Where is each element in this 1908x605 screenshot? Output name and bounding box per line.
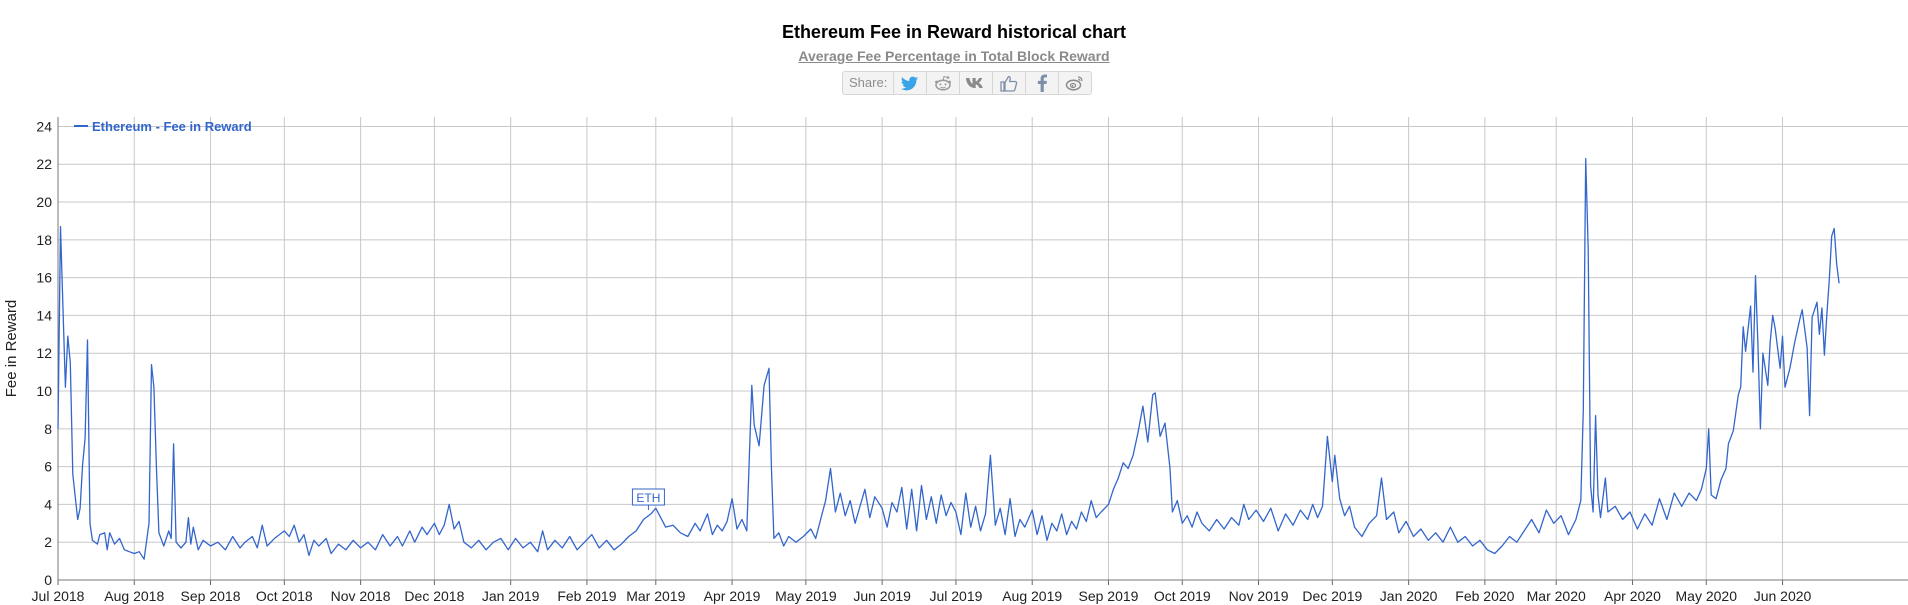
x-tick-label: Mar 2019 xyxy=(626,588,685,604)
x-tick-label: Apr 2020 xyxy=(1604,588,1661,604)
x-tick-label: Apr 2019 xyxy=(704,588,761,604)
x-tick-label: Sep 2019 xyxy=(1078,588,1138,604)
x-tick-label: Jul 2019 xyxy=(929,588,982,604)
reddit-icon[interactable] xyxy=(927,72,961,94)
like-icon[interactable] xyxy=(993,72,1027,94)
y-tick-label: 22 xyxy=(36,156,52,172)
y-tick-label: 2 xyxy=(44,534,52,550)
x-tick-label: Jun 2019 xyxy=(853,588,911,604)
x-tick-label: Jan 2019 xyxy=(482,588,540,604)
series xyxy=(57,157,1840,560)
x-tick-label: May 2020 xyxy=(1676,588,1738,604)
y-tick-label: 14 xyxy=(36,307,52,323)
y-tick-label: 12 xyxy=(36,345,52,361)
vk-icon[interactable] xyxy=(960,72,994,94)
x-tick-label: Sep 2018 xyxy=(181,588,241,604)
x-tick-label: Jun 2020 xyxy=(1754,588,1812,604)
x-tick-label: Nov 2018 xyxy=(331,588,391,604)
x-tick-label: Feb 2020 xyxy=(1455,588,1514,604)
x-tick-label: Oct 2019 xyxy=(1154,588,1211,604)
y-tick-label: 4 xyxy=(44,496,52,512)
facebook-icon[interactable] xyxy=(1026,72,1060,94)
chart-title: Ethereum Fee in Reward historical chart xyxy=(781,22,1127,42)
y-tick-label: 0 xyxy=(44,572,52,588)
grid xyxy=(57,117,1908,581)
weibo-icon[interactable] xyxy=(1059,72,1091,94)
y-tick-label: 16 xyxy=(36,270,52,286)
annotations: ETH xyxy=(631,488,665,510)
chart-subtitle: Average Fee Percentage in Total Block Re… xyxy=(798,48,1110,64)
y-tick-label: 24 xyxy=(36,118,52,134)
twitter-icon[interactable] xyxy=(894,72,928,94)
legend: Ethereum - Fee in Reward xyxy=(74,119,252,134)
x-tick-label: Mar 2020 xyxy=(1527,588,1586,604)
x-tick-label: Dec 2018 xyxy=(404,588,464,604)
series-line xyxy=(57,157,1840,560)
x-tick-label: Dec 2019 xyxy=(1302,588,1362,604)
share-bar: Share: xyxy=(842,71,1093,95)
y-tick-label: 10 xyxy=(36,383,52,399)
annotation-label: ETH xyxy=(636,491,660,505)
x-tick-label: Aug 2018 xyxy=(104,588,164,604)
share-label: Share: xyxy=(843,72,895,94)
x-tick-label: Oct 2018 xyxy=(256,588,313,604)
y-tick-label: 6 xyxy=(44,459,52,475)
x-tick-label: Nov 2019 xyxy=(1229,588,1289,604)
x-tick-label: Aug 2019 xyxy=(1002,588,1062,604)
x-tick-label: Feb 2019 xyxy=(557,588,616,604)
y-tick-label: 20 xyxy=(36,194,52,210)
y-tick-label: 8 xyxy=(44,421,52,437)
x-tick-label: Jan 2020 xyxy=(1380,588,1438,604)
x-tick-label: May 2019 xyxy=(775,588,837,604)
y-axis-label: Fee in Reward xyxy=(3,300,20,398)
y-tick-label: 18 xyxy=(36,232,52,248)
x-tick-label: Jul 2018 xyxy=(32,588,85,604)
legend-label: Ethereum - Fee in Reward xyxy=(92,119,252,134)
